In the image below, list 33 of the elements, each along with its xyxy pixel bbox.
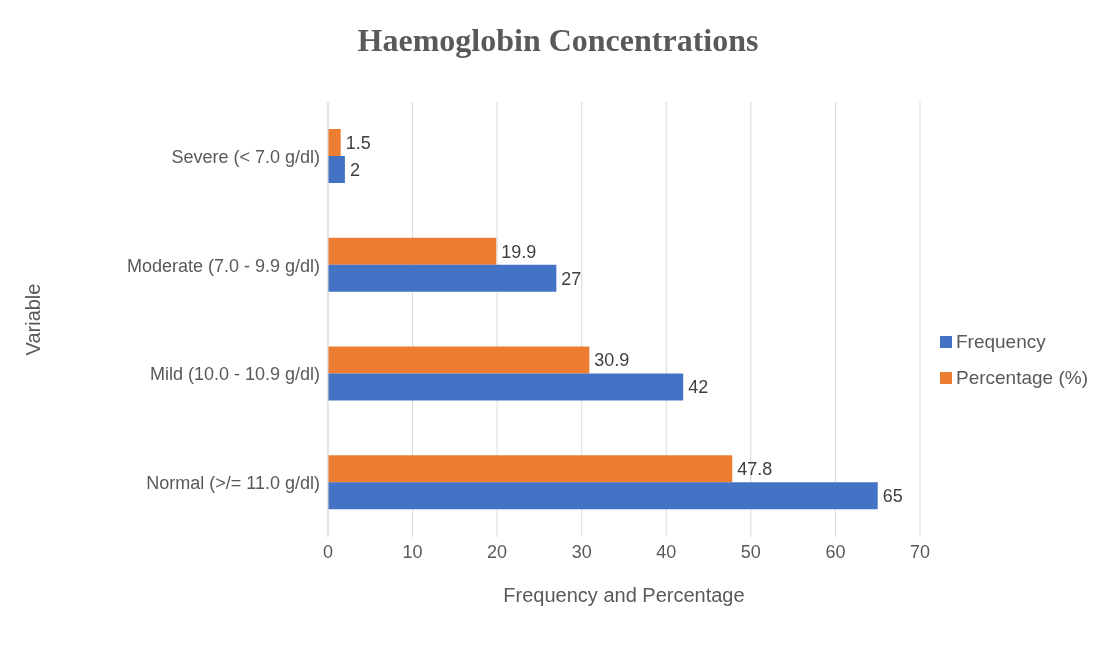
y-tick-label: Severe (< 7.0 g/dl) — [171, 146, 320, 167]
y-tick-label: Normal (>/= 11.0 g/dl) — [146, 473, 320, 494]
x-tick-label: 60 — [825, 541, 846, 562]
data-label: 42 — [688, 377, 709, 398]
bar — [328, 455, 733, 483]
bar — [328, 237, 497, 265]
bar — [328, 264, 557, 292]
y-tick-label: Mild (10.0 - 10.9 g/dl) — [149, 364, 320, 385]
data-label: 2 — [349, 159, 360, 180]
bar — [328, 156, 345, 183]
data-label: 1.5 — [345, 132, 371, 153]
data-label: 30.9 — [594, 350, 630, 371]
x-tick-label: 20 — [487, 541, 508, 562]
data-label: 27 — [561, 268, 582, 289]
data-label: 19.9 — [501, 241, 537, 262]
x-tick-label: 0 — [322, 541, 334, 562]
x-tick-label: 30 — [571, 541, 592, 562]
y-tick-label: Moderate (7.0 - 9.9 g/dl) — [126, 255, 320, 276]
chart-title: Haemoglobin Concentrations — [356, 21, 760, 60]
bar — [328, 346, 590, 374]
x-tick-label: 50 — [740, 541, 761, 562]
x-tick-label: 70 — [909, 541, 930, 562]
x-axis-title: Frequency and Percentage — [503, 584, 745, 606]
bar — [328, 482, 878, 510]
x-tick-label: 40 — [656, 541, 677, 562]
legend-label: Frequency — [955, 330, 1046, 352]
x-tick-label: 10 — [402, 541, 423, 562]
data-label: 47.8 — [737, 459, 773, 480]
data-label: 65 — [882, 486, 903, 507]
bar — [328, 129, 341, 156]
bar — [328, 373, 684, 401]
legend-label: Percentage (%) — [955, 366, 1088, 388]
y-axis-title: Variable — [22, 283, 45, 356]
